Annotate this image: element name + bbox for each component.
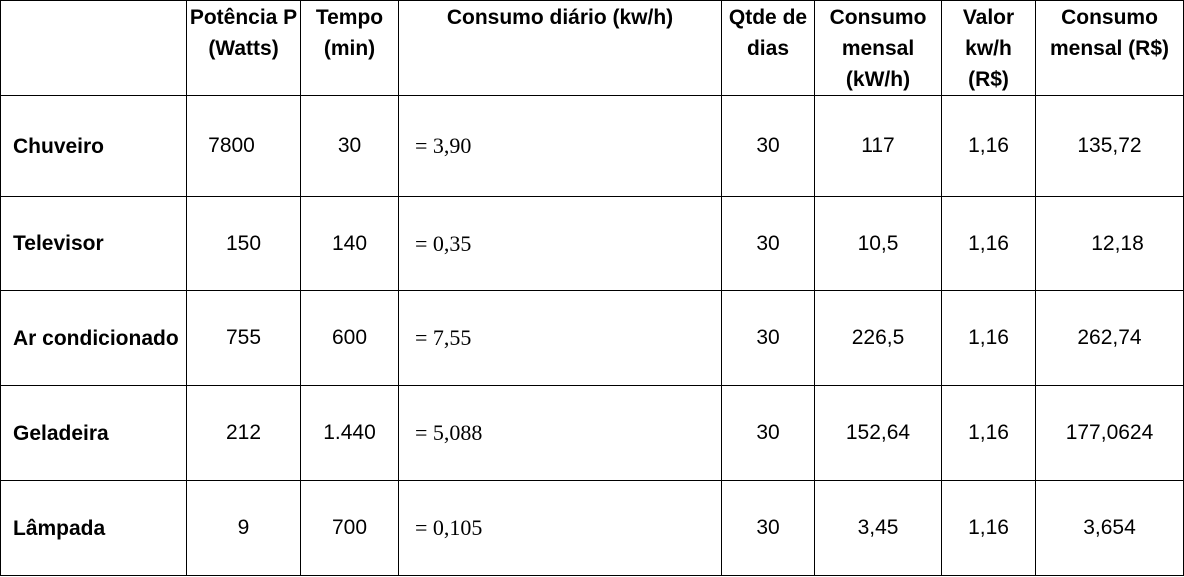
cell-consumo-mensal-kwh: 226,5 [814,290,942,386]
cell-potencia: 7800 [208,134,255,157]
table-row: Geladeira 212 1.440 = 5,088 30 152,64 1,… [0,385,1184,481]
row-name: Geladeira [0,385,187,481]
cell-consumo-mensal-kwh: 117 [814,95,942,197]
cell-tempo: 600 [300,290,399,386]
row-name: Chuveiro [0,95,187,197]
cell-potencia: 150 [186,196,301,291]
cell-potencia: 212 [186,385,301,481]
cell-tempo: 1.440 [300,385,399,481]
header-potencia: Potência P (Watts) [186,0,301,96]
cell-consumo-mensal-kwh: 10,5 [814,196,942,291]
cell-dias: 30 [721,385,815,481]
cell-tempo: 700 [300,480,399,576]
table-row: Chuveiro 7800 30 = 3,90 30 117 1,16 135,… [0,95,1184,197]
header-consumo-diario: Consumo diário (kw/h) [398,0,722,96]
table-row: Televisor 150 140 = 0,35 30 10,5 1,16 12… [0,196,1184,291]
header-qtde-dias: Qtde de dias [721,0,815,96]
cell-valor: 1,16 [941,385,1036,481]
header-tempo: Tempo (min) [300,0,399,96]
cell-valor: 1,16 [941,290,1036,386]
row-name: Televisor [0,196,187,291]
header-valor-kwh: Valor kw/h (R$) [941,0,1036,96]
cell-valor: 1,16 [941,95,1036,197]
cell-consumo-diario: = 3,90 [398,95,722,197]
cell-consumo-diario: = 5,088 [398,385,722,481]
cell-consumo-diario: = 0,35 [398,196,722,291]
cell-valor: 1,16 [941,196,1036,291]
row-name: Ar condicionado [0,290,187,386]
cell-potencia: 755 [186,290,301,386]
cell-dias: 30 [721,196,815,291]
header-item [0,0,187,96]
table-row: Lâmpada 9 700 = 0,105 30 3,45 1,16 3,654 [0,480,1184,576]
table-header-row: Potência P (Watts) Tempo (min) Consumo d… [0,0,1184,96]
cell-potencia: 9 [186,480,301,576]
row-name: Lâmpada [0,480,187,576]
header-consumo-mensal-kwh: Consumo mensal (kW/h) [814,0,942,96]
cell-consumo-mensal-kwh: 152,64 [814,385,942,481]
cell-tempo: 140 [300,196,399,291]
cell-tempo: 30 [300,95,399,197]
table-row: Ar condicionado 755 600 = 7,55 30 226,5 … [0,290,1184,386]
cell-consumo-mensal-kwh: 3,45 [814,480,942,576]
header-consumo-mensal-rs: Consumo mensal (R$) [1035,0,1184,96]
cell-consumo-diario: = 7,55 [398,290,722,386]
cell-consumo-mensal-rs: 3,654 [1035,480,1184,576]
cell-consumo-mensal-rs: 177,0624 [1035,385,1184,481]
cell-consumo-mensal-rs: 135,72 [1035,95,1184,197]
cell-consumo-mensal-rs: 262,74 [1035,290,1184,386]
cell-dias: 30 [721,95,815,197]
cell-dias: 30 [721,480,815,576]
cell-consumo-mensal-rs: 12,18 [1091,231,1144,255]
cell-dias: 30 [721,290,815,386]
cell-valor: 1,16 [941,480,1036,576]
cell-consumo-diario: = 0,105 [398,480,722,576]
